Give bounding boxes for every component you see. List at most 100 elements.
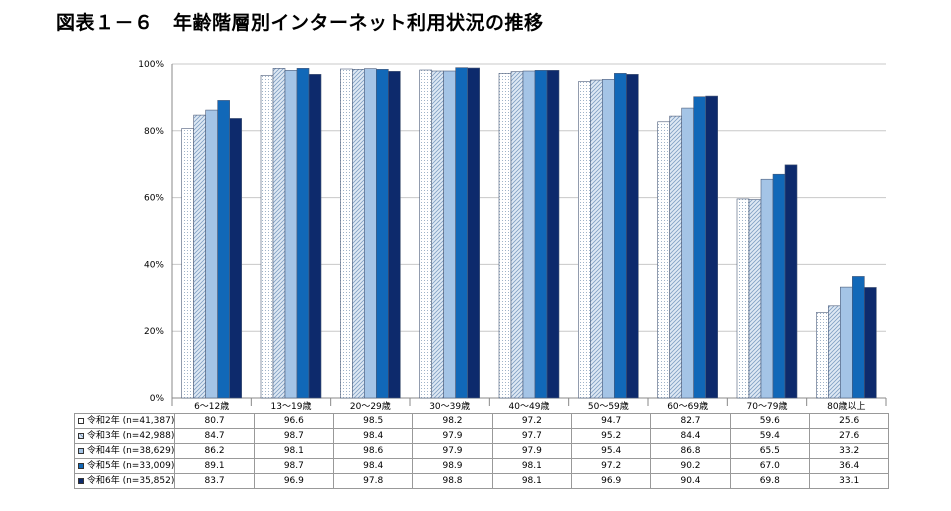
- table-cell: 97.2: [570, 458, 652, 474]
- table-cell: 59.4: [729, 428, 810, 444]
- bar: [546, 70, 560, 399]
- bar: [578, 81, 591, 399]
- bar: [534, 70, 548, 399]
- y-tick-label: 0%: [150, 394, 165, 404]
- legend-label: 令和3年 (n=42,988): [87, 430, 175, 441]
- bar: [419, 69, 432, 399]
- table-cell: 98.2: [412, 413, 493, 429]
- bar: [614, 73, 627, 399]
- table-cell: 65.5: [729, 443, 810, 459]
- table-cell: 89.1: [174, 458, 255, 474]
- bar: [626, 74, 639, 399]
- bar: [272, 68, 286, 399]
- bar: [217, 100, 230, 399]
- table-cell: 98.7: [253, 428, 335, 444]
- table-cell: 33.2: [808, 443, 890, 459]
- table-cell: 97.9: [491, 443, 573, 459]
- bar: [693, 96, 706, 399]
- legend-label: 令和6年 (n=35,852): [87, 475, 175, 486]
- bar: [340, 68, 353, 399]
- bar: [705, 95, 718, 399]
- y-tick-label: 40%: [144, 260, 164, 270]
- bar: [772, 173, 786, 399]
- table-cell: 90.2: [650, 458, 731, 474]
- legend-marker: [78, 432, 84, 439]
- bar: [467, 67, 480, 399]
- bar: [388, 71, 401, 399]
- table-cell: 98.7: [253, 458, 335, 474]
- category-label: 6～12歳: [194, 400, 229, 412]
- bar: [431, 70, 444, 399]
- bar: [602, 79, 615, 399]
- legend-label: 令和5年 (n=33,009): [87, 460, 175, 471]
- bar: [284, 70, 298, 399]
- table-cell: 98.1: [491, 473, 573, 489]
- page-title: 図表１－６ 年齢階層別インターネット利用状況の推移: [56, 12, 544, 34]
- table-row: 令和6年 (n=35,852) 83.7 96.9 97.8 98.8 98.1 96.9 9…: [73, 473, 890, 489]
- bar: [455, 67, 468, 399]
- table-cell: 98.1: [491, 458, 573, 474]
- category-label: 30～39歳: [429, 400, 470, 412]
- bar: [364, 68, 377, 399]
- table-row: 令和5年 (n=33,009) 89.1 98.7 98.4 98.9 98.1 97.2 9…: [73, 458, 890, 474]
- table-cell: 83.7: [174, 473, 255, 489]
- table-cell: 86.8: [650, 443, 731, 459]
- table-cell: 97.9: [412, 443, 493, 459]
- bar: [840, 286, 853, 399]
- table-cell: 98.5: [333, 413, 414, 429]
- bar: [181, 128, 194, 399]
- legend-entry: 令和3年 (n=42,988): [73, 428, 176, 444]
- table-cell: 98.6: [333, 443, 414, 459]
- table-cell: 97.7: [491, 428, 573, 444]
- bar: [784, 164, 798, 399]
- bar: [498, 73, 512, 399]
- table-cell: 80.7: [174, 413, 255, 429]
- table-cell: 98.4: [333, 458, 414, 474]
- bar: [443, 70, 456, 399]
- bar: [816, 312, 829, 399]
- category-label: 13～19歳: [271, 400, 312, 412]
- bar: [260, 75, 274, 399]
- category-label: 20～29歳: [350, 400, 391, 412]
- legend-marker: [78, 417, 84, 424]
- bar: [657, 121, 670, 399]
- legend-entry: 令和5年 (n=33,009): [73, 458, 176, 474]
- table-cell: 84.7: [174, 428, 255, 444]
- y-tick-label: 100%: [138, 60, 164, 70]
- table-row: 令和4年 (n=38,629) 86.2 98.1 98.6 97.9 97.9 95.4 8…: [73, 443, 890, 459]
- legend-entry: 令和4年 (n=38,629): [73, 443, 176, 459]
- bars: [181, 67, 877, 399]
- legend-marker: [78, 462, 84, 469]
- table-cell: 98.1: [253, 443, 335, 459]
- bar: [760, 178, 774, 399]
- bar: [522, 70, 536, 399]
- bar: [736, 198, 750, 399]
- table-cell: 96.6: [253, 413, 335, 429]
- bar: [296, 68, 310, 399]
- data-table: 令和2年 (n=41,387) 80.7 96.6 98.5 98.2 97.2 94.7 8…: [73, 413, 890, 489]
- y-tick-label: 20%: [144, 327, 164, 337]
- table-cell: 98.4: [333, 428, 414, 444]
- legend-label: 令和2年 (n=41,387): [87, 415, 175, 426]
- table-cell: 90.4: [650, 473, 731, 489]
- bar: [852, 276, 865, 399]
- bar: [681, 107, 694, 399]
- legend-entry: 令和6年 (n=35,852): [73, 473, 176, 489]
- table-cell: 95.4: [570, 443, 652, 459]
- legend-label: 令和4年 (n=38,629): [87, 445, 175, 456]
- y-tick-label: 60%: [144, 194, 164, 204]
- table-cell: 84.4: [650, 428, 731, 444]
- legend-entry: 令和2年 (n=41,387): [73, 413, 176, 429]
- table-cell: 95.2: [570, 428, 652, 444]
- bar: [352, 69, 365, 399]
- bar: [510, 71, 524, 399]
- category-label: 60～69歳: [667, 400, 708, 412]
- table-cell: 36.4: [808, 458, 890, 474]
- table-cell: 27.6: [808, 428, 890, 444]
- table-cell: 67.0: [729, 458, 810, 474]
- category-label: 80歳以上: [827, 400, 865, 412]
- x-axis: 6～12歳 13～19歳 20～29歳 30～39歳 40～49歳 50～59歳 60～69…: [171, 398, 887, 412]
- table-cell: 94.7: [570, 413, 652, 429]
- table-cell: 97.8: [333, 473, 414, 489]
- y-tick-label: 80%: [144, 127, 164, 137]
